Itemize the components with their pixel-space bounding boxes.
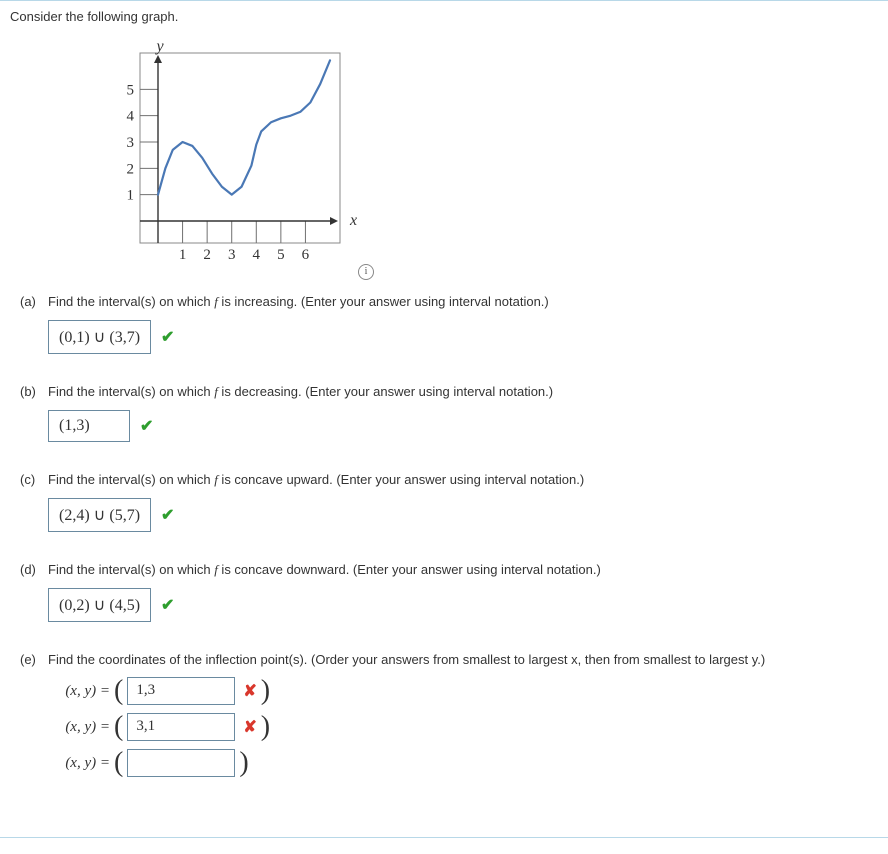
coord-input[interactable] <box>127 749 235 777</box>
svg-text:1: 1 <box>127 188 135 204</box>
part-label: (d) <box>20 562 36 577</box>
coordinate-row: (x, y) =() <box>48 749 878 777</box>
coordinate-row: (x, y) =(1,3 ✘) <box>48 677 878 705</box>
svg-text:x: x <box>349 212 357 229</box>
cross-icon: ✘ <box>243 681 256 701</box>
left-paren: ( <box>114 680 123 702</box>
question-text: Find the interval(s) on which f is decre… <box>48 384 878 400</box>
function-graph: 12345123456yx <box>100 39 360 274</box>
svg-text:2: 2 <box>127 161 135 177</box>
part-label: (b) <box>20 384 36 399</box>
coord-lhs: (x, y) = <box>48 755 110 772</box>
info-icon[interactable]: i <box>358 264 374 280</box>
part-label: (c) <box>20 472 35 487</box>
coord-lhs: (x, y) = <box>48 683 110 700</box>
part-label: (a) <box>20 294 36 309</box>
coordinate-rows: (x, y) =(1,3✘)(x, y) =(3,1✘)(x, y) =() <box>48 677 878 777</box>
prompt-text: Consider the following graph. <box>0 1 888 34</box>
right-paren: ) <box>239 752 248 774</box>
answer-row: (0,2) ∪ (4,5) ✔ <box>48 588 878 622</box>
answer-row: (1,3) ✔ <box>48 410 878 442</box>
check-icon: ✔ <box>161 505 174 525</box>
graph-region: 12345123456yx i <box>100 39 360 274</box>
check-icon: ✔ <box>161 327 174 347</box>
right-paren: ) <box>261 716 270 738</box>
parts-list: (a) Find the interval(s) on which f is i… <box>0 294 888 777</box>
answer-input[interactable]: (0,2) ∪ (4,5) <box>48 588 151 622</box>
coord-input[interactable]: 1,3 <box>127 677 235 705</box>
left-paren: ( <box>114 716 123 738</box>
question-container: Consider the following graph. 1234512345… <box>0 0 888 838</box>
svg-text:5: 5 <box>277 247 285 263</box>
question-text: Find the interval(s) on which f is conca… <box>48 562 878 578</box>
coord-input[interactable]: 3,1 <box>127 713 235 741</box>
question-text: Find the coordinates of the inflection p… <box>48 652 878 667</box>
svg-text:1: 1 <box>179 247 187 263</box>
left-paren: ( <box>114 752 123 774</box>
answer-row: (2,4) ∪ (5,7) ✔ <box>48 498 878 532</box>
part-d: (d) Find the interval(s) on which f is c… <box>20 562 878 622</box>
coord-lhs: (x, y) = <box>48 719 110 736</box>
svg-text:6: 6 <box>302 247 310 263</box>
svg-text:2: 2 <box>203 247 211 263</box>
svg-text:y: y <box>154 39 164 55</box>
part-e: (e) Find the coordinates of the inflecti… <box>20 652 878 777</box>
coordinate-row: (x, y) =(3,1 ✘) <box>48 713 878 741</box>
svg-text:4: 4 <box>127 109 135 125</box>
answer-input[interactable]: (2,4) ∪ (5,7) <box>48 498 151 532</box>
svg-text:3: 3 <box>127 135 135 151</box>
question-text: Find the interval(s) on which f is incre… <box>48 294 878 310</box>
svg-text:4: 4 <box>253 247 261 263</box>
right-paren: ) <box>261 680 270 702</box>
question-text: Find the interval(s) on which f is conca… <box>48 472 878 488</box>
svg-text:5: 5 <box>127 82 135 98</box>
cross-icon: ✘ <box>243 717 256 737</box>
answer-input[interactable]: (0,1) ∪ (3,7) <box>48 320 151 354</box>
part-a: (a) Find the interval(s) on which f is i… <box>20 294 878 354</box>
part-label: (e) <box>20 652 36 667</box>
part-c: (c) Find the interval(s) on which f is c… <box>20 472 878 532</box>
answer-row: (0,1) ∪ (3,7) ✔ <box>48 320 878 354</box>
svg-text:3: 3 <box>228 247 236 263</box>
check-icon: ✔ <box>140 416 153 436</box>
part-b: (b) Find the interval(s) on which f is d… <box>20 384 878 442</box>
answer-input[interactable]: (1,3) <box>48 410 130 442</box>
check-icon: ✔ <box>161 595 174 615</box>
